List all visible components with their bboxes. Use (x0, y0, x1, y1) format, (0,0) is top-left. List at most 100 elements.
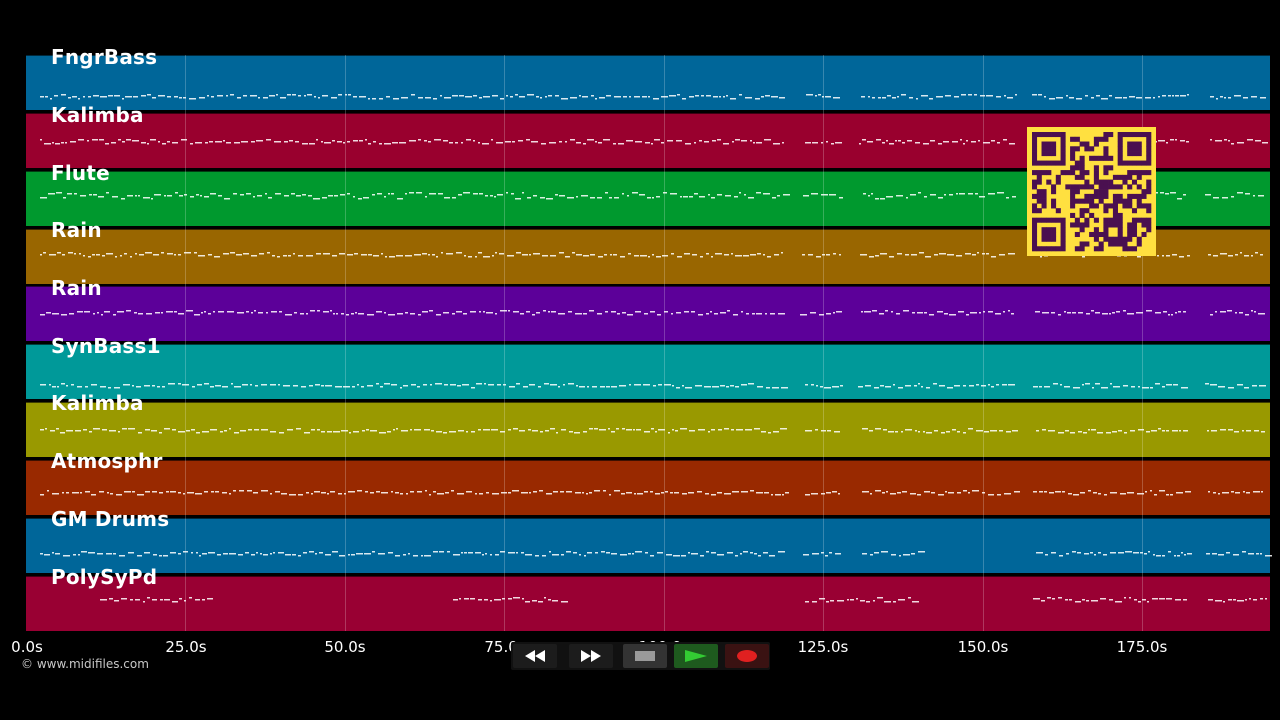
note-mark (97, 312, 99, 314)
note-mark (697, 491, 702, 493)
note-mark (1213, 197, 1219, 199)
note-mark (108, 95, 113, 97)
note-mark (138, 195, 140, 197)
note-mark (61, 383, 65, 385)
note-mark (424, 429, 430, 431)
note-mark (66, 385, 68, 387)
note-mark (726, 386, 729, 388)
note-mark (934, 430, 938, 432)
note-mark (1076, 98, 1082, 100)
note-mark (61, 314, 67, 316)
track-label: Rain (51, 218, 102, 242)
stop-button[interactable] (623, 644, 667, 668)
note-mark (918, 551, 925, 553)
note-mark (178, 553, 181, 555)
note-mark (464, 552, 467, 554)
note-mark (532, 430, 538, 432)
note-mark (558, 386, 560, 388)
fast-forward-button[interactable] (569, 644, 613, 668)
note-mark (579, 554, 581, 556)
note-mark (372, 98, 376, 100)
note-mark (875, 490, 881, 492)
note-mark (315, 384, 320, 386)
note-mark (1178, 311, 1181, 313)
note-mark (330, 310, 332, 312)
note-mark (40, 553, 43, 555)
note-mark (115, 256, 117, 258)
note-mark (77, 386, 82, 388)
note-mark (561, 429, 566, 431)
note-mark (757, 253, 761, 255)
note-mark (436, 256, 438, 258)
note-mark (238, 554, 243, 556)
note-mark (113, 553, 116, 555)
note-mark (825, 555, 828, 557)
note-mark (121, 598, 127, 600)
note-mark (1220, 96, 1223, 98)
note-mark (1262, 142, 1268, 144)
note-mark (1082, 256, 1085, 258)
note-mark (741, 140, 747, 142)
note-mark (518, 140, 523, 142)
note-mark (516, 252, 521, 254)
note-mark (257, 195, 262, 197)
note-mark (652, 197, 654, 199)
note-mark (758, 555, 761, 557)
note-mark (462, 384, 469, 386)
note-mark (428, 254, 430, 256)
note-mark (52, 493, 59, 495)
note-mark (777, 195, 780, 197)
note-mark (486, 312, 493, 314)
note-mark (525, 601, 530, 603)
note-mark (671, 253, 674, 255)
note-mark (411, 94, 415, 96)
note-mark (735, 139, 740, 141)
note-mark (457, 493, 464, 495)
record-button[interactable] (725, 644, 769, 668)
note-mark (834, 431, 840, 433)
note-mark (750, 140, 752, 142)
note-mark (531, 141, 538, 143)
note-mark (1165, 193, 1169, 195)
note-mark (100, 96, 107, 98)
note-mark (333, 313, 335, 315)
note-mark (561, 601, 568, 603)
note-mark (1056, 97, 1063, 99)
note-mark (873, 600, 875, 602)
note-mark (948, 492, 954, 494)
note-mark (866, 601, 870, 603)
note-mark (976, 384, 979, 386)
note-mark (1106, 432, 1111, 434)
note-mark (215, 141, 222, 143)
note-mark (401, 97, 408, 99)
note-mark (414, 429, 421, 431)
note-mark (704, 386, 711, 388)
note-mark (670, 492, 673, 494)
note-mark (301, 386, 306, 388)
note-mark (1162, 555, 1165, 557)
note-mark (435, 383, 442, 385)
track-notes (40, 252, 1263, 258)
note-mark (1227, 310, 1232, 312)
note-mark (628, 553, 631, 555)
grid-line (983, 55, 984, 631)
rewind-button[interactable] (513, 644, 557, 668)
note-mark (1073, 494, 1079, 496)
note-mark (1166, 430, 1169, 432)
note-mark (388, 193, 390, 195)
note-mark (990, 430, 997, 432)
note-mark (500, 98, 504, 100)
note-mark (617, 313, 620, 315)
note-mark (72, 492, 79, 494)
track-notes (40, 383, 1266, 389)
note-mark (163, 555, 168, 557)
note-mark (434, 139, 441, 141)
play-button[interactable] (674, 644, 718, 668)
note-mark (888, 431, 894, 433)
note-mark (1062, 491, 1065, 493)
note-mark (1134, 599, 1137, 601)
note-mark (1006, 431, 1011, 433)
note-mark (1115, 601, 1122, 603)
note-mark (443, 432, 447, 434)
note-mark (1166, 598, 1172, 600)
